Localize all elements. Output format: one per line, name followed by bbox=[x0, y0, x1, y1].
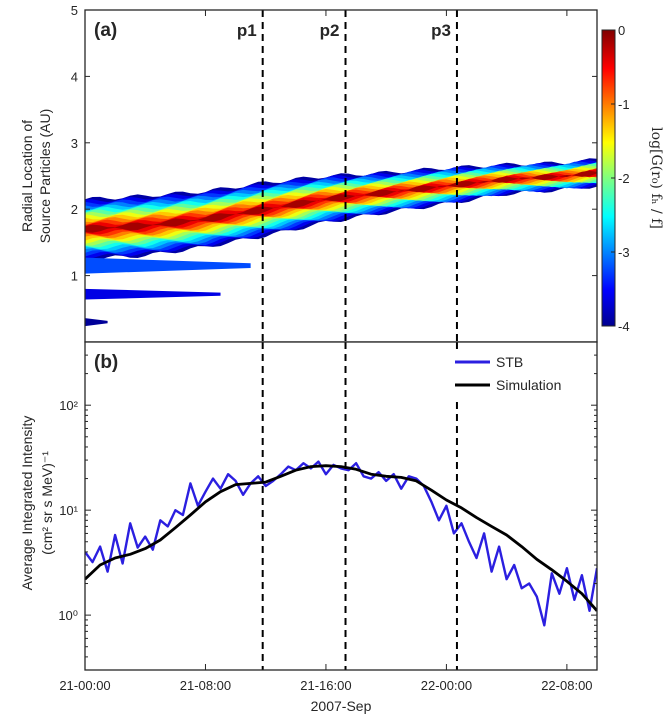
y-axis-label-b-line1: Average Integrated Intensity bbox=[19, 416, 35, 591]
y-tick-label-a: 1 bbox=[71, 269, 78, 284]
series-line-simulation bbox=[85, 464, 597, 612]
panel-b-label: (b) bbox=[94, 352, 118, 373]
x-ticks: 21-00:00 21-08:00 21-16:00 22-00:00 22-08:00 bbox=[59, 10, 593, 693]
marker-lines-a: p1 p2 p3 bbox=[237, 10, 458, 342]
y-axis-label-b-line2: (cm² sr s MeV)⁻¹ bbox=[39, 451, 55, 555]
marker-label-p2: p2 bbox=[320, 21, 340, 40]
heatmap-level bbox=[85, 170, 597, 233]
legend-label-stb: STB bbox=[496, 354, 523, 370]
legend-label-simulation: Simulation bbox=[496, 377, 561, 393]
y-tick-label-a: 2 bbox=[71, 202, 78, 217]
marker-label-p3: p3 bbox=[431, 21, 451, 40]
line-series bbox=[85, 460, 597, 627]
panel-b: 10⁰ 10¹ 10² 21-00:00 21-08:00 21-16:00 22-00:… bbox=[19, 10, 598, 714]
colorbar-tick-label: -2 bbox=[618, 171, 630, 186]
y-axis-label-a-line2: Source Particles (AU) bbox=[37, 109, 53, 244]
y-ticks-a: 1 2 3 4 5 bbox=[71, 3, 597, 284]
y-tick-label-b: 10² bbox=[59, 398, 78, 413]
x-tick-label: 21-00:00 bbox=[59, 678, 110, 693]
colorbar-tick-label: 0 bbox=[618, 23, 625, 38]
x-tick-label: 21-08:00 bbox=[180, 678, 231, 693]
colorbar-tick-label: -1 bbox=[618, 97, 630, 112]
heatmap-blob bbox=[85, 288, 221, 300]
marker-label-p1: p1 bbox=[237, 21, 257, 40]
x-tick-label: 22-00:00 bbox=[421, 678, 472, 693]
y-axis-label-a-line1: Radial Location of bbox=[19, 120, 35, 232]
x-tick-label: 22-08:00 bbox=[541, 678, 592, 693]
y-tick-label-a: 4 bbox=[71, 69, 78, 84]
x-axis-label: 2007-Sep bbox=[311, 698, 372, 714]
y-tick-label-b: 10¹ bbox=[59, 503, 78, 518]
heatmap-blob bbox=[85, 318, 108, 327]
heatmap bbox=[85, 158, 597, 327]
y-tick-label-b: 10⁰ bbox=[58, 608, 78, 623]
series-line-stb bbox=[85, 460, 597, 627]
panel-b-frame bbox=[84, 341, 598, 671]
colorbar-ticks: 0 -1 -2 -3 -4 bbox=[611, 23, 630, 334]
panel-a: p1 p2 p3 1 2 3 4 5 (a) Radial Location of Sour… bbox=[19, 3, 598, 343]
colorbar-label: log[G(r₀) fₕ / f] bbox=[648, 127, 664, 229]
heatmap-blob bbox=[85, 257, 251, 274]
colorbar-tick-label: -3 bbox=[618, 245, 630, 260]
y-tick-label-a: 3 bbox=[71, 136, 78, 151]
colorbar-tick-label: -4 bbox=[618, 319, 630, 334]
legend-box bbox=[450, 352, 590, 398]
y-tick-label-a: 5 bbox=[71, 3, 78, 18]
legend: STB Simulation bbox=[450, 352, 590, 398]
x-tick-label: 21-16:00 bbox=[300, 678, 351, 693]
panel-a-label: (a) bbox=[94, 20, 117, 41]
colorbar: 0 -1 -2 -3 -4 log[G(r₀) fₕ / f] bbox=[601, 23, 664, 334]
